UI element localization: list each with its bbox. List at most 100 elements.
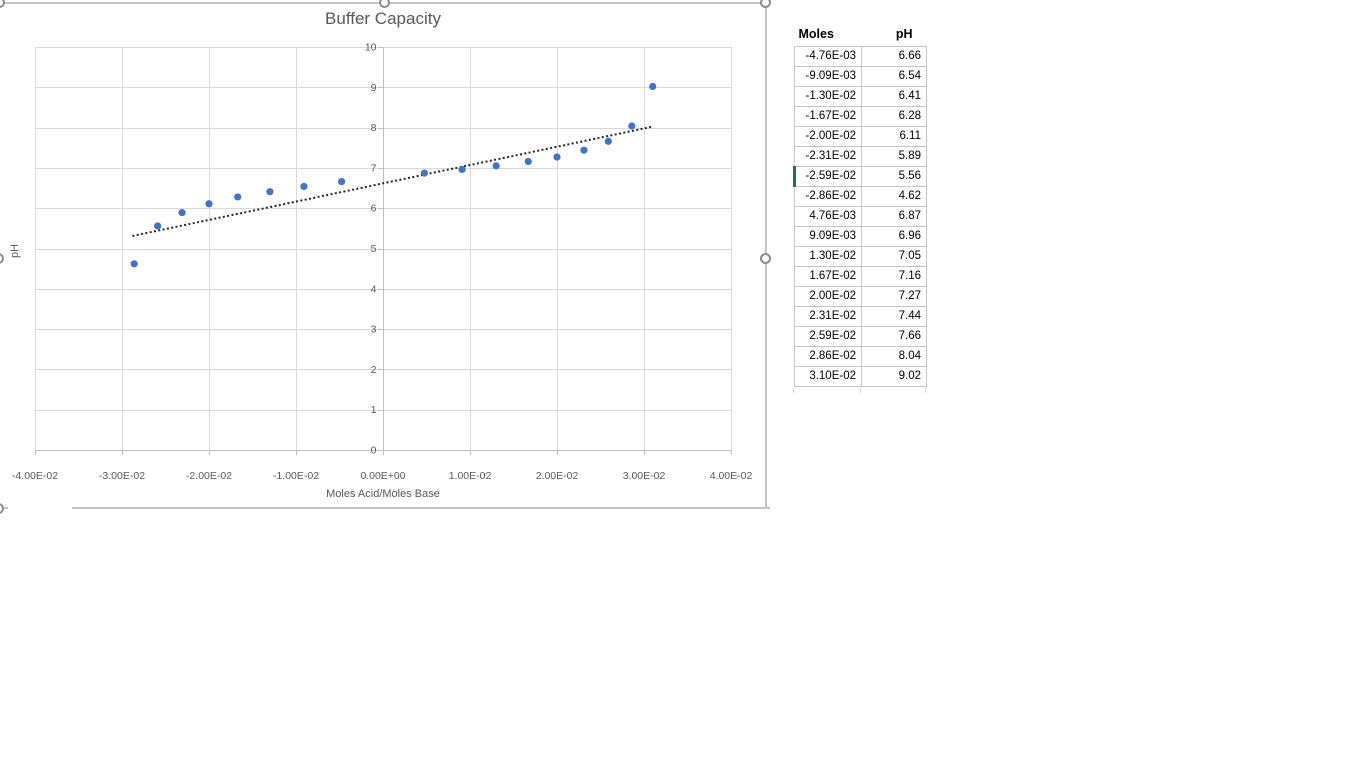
x-tick-label: -4.00E-02	[12, 470, 58, 482]
table-row: -1.67E-02 6.28	[794, 105, 927, 127]
data-point[interactable]	[154, 222, 162, 230]
selection-handle-top-left[interactable]	[0, 0, 5, 8]
table-row: -1.30E-02 6.41	[794, 85, 927, 107]
table-cell[interactable]: 4.62	[861, 185, 927, 207]
data-table: Moles pH -4.76E-03 6.66 -9.09E-03 6.54 -1.30…	[793, 22, 927, 387]
data-point[interactable]	[266, 188, 274, 196]
x-tick-label: 3.00E-02	[623, 470, 666, 482]
trendline[interactable]	[132, 125, 653, 237]
table-cell[interactable]: 7.16	[861, 265, 927, 287]
table-row: 2.86E-02 8.04	[794, 345, 927, 367]
y-tick-label: 3	[371, 324, 377, 336]
table-cell[interactable]: 7.44	[861, 305, 927, 327]
column-header-moles[interactable]: Moles	[798, 26, 834, 41]
data-point[interactable]	[580, 146, 588, 154]
scatter-points[interactable]	[130, 82, 657, 268]
tick-labels: -4.00E-02 -3.00E-02 -2.00E-02 -1.00E-02 0.00…	[12, 42, 753, 483]
gridline-stub	[793, 388, 794, 393]
table-cell[interactable]: -1.30E-02	[794, 85, 862, 107]
table-cell[interactable]: -2.59E-02	[793, 165, 862, 187]
table-cell[interactable]: 6.96	[861, 225, 927, 247]
y-tick-label: 8	[371, 122, 377, 134]
table-cell[interactable]: 3.10E-02	[794, 365, 862, 387]
data-point[interactable]	[628, 122, 636, 130]
gridline-stub	[925, 388, 926, 393]
y-tick-label: 1	[371, 404, 377, 416]
table-row: 2.59E-02 7.66	[794, 325, 927, 347]
table-row: 4.76E-03 6.87	[794, 205, 927, 227]
y-tick-label: 2	[371, 364, 377, 376]
table-cell[interactable]: 6.54	[861, 65, 927, 87]
y-tick-label: 4	[371, 283, 377, 295]
table-cell[interactable]: 4.76E-03	[794, 205, 862, 227]
chart-object[interactable]: Buffer Capacity -4.00E-02 -3.00E-02 -2.00E…	[0, 0, 771, 514]
table-row: -2.00E-02 6.11	[794, 125, 927, 147]
chart-title[interactable]: Buffer Capacity	[325, 9, 441, 28]
table-row: 1.30E-02 7.05	[794, 245, 927, 267]
table-cell[interactable]: -2.31E-02	[794, 145, 862, 167]
y-tick-label: 0	[371, 445, 377, 457]
y-tick-label: 5	[371, 243, 377, 255]
data-point[interactable]	[178, 209, 186, 217]
table-cell[interactable]: 6.41	[861, 85, 927, 107]
table-row: 2.00E-02 7.27	[794, 285, 927, 307]
x-tick-label: -1.00E-02	[273, 470, 319, 482]
table-cell[interactable]: -1.67E-02	[794, 105, 862, 127]
y-tick-label: 7	[371, 162, 377, 174]
y-tick-label: 9	[371, 82, 377, 94]
table-cell[interactable]: 6.28	[861, 105, 927, 127]
axes	[35, 47, 732, 455]
table-cell[interactable]: 2.31E-02	[794, 305, 862, 327]
table-cell[interactable]: 7.27	[861, 285, 927, 307]
x-tick-label: -3.00E-02	[99, 470, 145, 482]
data-point[interactable]	[130, 260, 138, 268]
table-cell[interactable]: 9.02	[861, 365, 927, 387]
table-cell[interactable]: 1.67E-02	[794, 265, 862, 287]
table-cell[interactable]: 5.89	[861, 145, 927, 167]
y-tick-label: 10	[365, 42, 377, 54]
table-cell[interactable]: 6.66	[861, 45, 927, 67]
data-point[interactable]	[420, 169, 429, 177]
table-cell[interactable]: -9.09E-03	[794, 65, 862, 87]
table-cell[interactable]: -2.00E-02	[794, 125, 862, 147]
table-cell[interactable]: 5.56	[861, 165, 927, 187]
table-cell[interactable]: -2.86E-02	[794, 185, 862, 207]
y-tick-label: 6	[371, 203, 377, 215]
selection-handle-top-right[interactable]	[760, 0, 771, 8]
x-tick-label: 0.00E+00	[360, 470, 405, 482]
table-cell[interactable]: 8.04	[861, 345, 927, 367]
table-cell[interactable]: 7.05	[861, 245, 927, 267]
table-cell[interactable]: 2.00E-02	[794, 285, 862, 307]
x-tick-label: 1.00E-02	[449, 470, 492, 482]
data-point[interactable]	[492, 162, 500, 170]
table-cell[interactable]: -4.76E-03	[794, 45, 862, 67]
data-point[interactable]	[205, 200, 213, 208]
table-cell[interactable]: 6.87	[861, 205, 927, 227]
chart-plot-area[interactable]: -4.00E-02 -3.00E-02 -2.00E-02 -1.00E-02 0.00…	[0, 2, 770, 509]
table-cell[interactable]: 9.09E-03	[794, 225, 862, 247]
data-point[interactable]	[604, 137, 612, 145]
y-axis-title[interactable]: pH	[9, 243, 22, 259]
data-point[interactable]	[524, 157, 532, 166]
data-point[interactable]	[337, 178, 346, 186]
table-row: 1.67E-02 7.16	[794, 265, 927, 287]
data-point[interactable]	[553, 153, 561, 161]
table-cell[interactable]: 2.86E-02	[794, 345, 862, 367]
table-cell[interactable]: 1.30E-02	[794, 245, 862, 267]
table-row: 3.10E-02 9.02	[794, 365, 927, 387]
table-cell[interactable]: 2.59E-02	[794, 325, 862, 347]
data-point[interactable]	[300, 182, 308, 191]
x-tick-label: 4.00E-02	[710, 470, 753, 482]
table-cell[interactable]: 7.66	[861, 325, 927, 347]
table-header-row: Moles pH	[795, 22, 927, 46]
data-point[interactable]	[649, 82, 657, 91]
table-row: 9.09E-03 6.96	[794, 225, 927, 247]
selection-handle-right-center[interactable]	[760, 253, 771, 264]
table-row: -9.09E-03 6.54	[794, 65, 927, 87]
column-header-ph[interactable]: pH	[895, 26, 913, 41]
table-cell[interactable]: 6.11	[861, 125, 927, 147]
data-point[interactable]	[458, 165, 466, 174]
x-axis-title[interactable]: Moles Acid/Moles Base	[326, 488, 440, 500]
selection-handle-top-center[interactable]	[379, 0, 390, 8]
data-point[interactable]	[234, 193, 242, 201]
